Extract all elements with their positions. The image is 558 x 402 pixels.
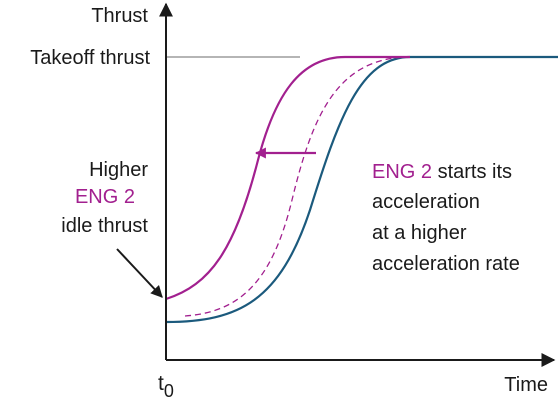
takeoff-thrust-label: Takeoff thrust — [30, 47, 150, 69]
eng2-thrust-curve — [165, 55, 410, 301]
right-note-line-2: acceleration — [372, 191, 480, 213]
left-note-line-1: Higher — [89, 159, 148, 181]
right-note-highlight: ENG 2 — [372, 161, 432, 183]
left-note-line-3: idle thrust — [61, 215, 148, 237]
right-note-line-4: acceleration rate — [372, 253, 520, 275]
right-note-first-line-rest: starts its — [432, 161, 512, 183]
right-note-line-1: ENG 2 starts its — [372, 161, 512, 183]
eng1-thrust-curve — [165, 55, 558, 324]
idle-thrust-pointer-arrow — [116, 248, 163, 298]
x-origin-label: t0 — [158, 372, 174, 401]
x-axis-label: Time — [504, 374, 548, 396]
eng2-dashed-reference-curve — [184, 56, 411, 317]
left-note-line-2: ENG 2 — [75, 186, 135, 208]
x-origin-subscript: 0 — [164, 381, 174, 401]
right-note-line-3: at a higher — [372, 222, 467, 244]
x-origin-t: t — [158, 372, 164, 395]
y-axis-label: Thrust — [91, 5, 148, 27]
